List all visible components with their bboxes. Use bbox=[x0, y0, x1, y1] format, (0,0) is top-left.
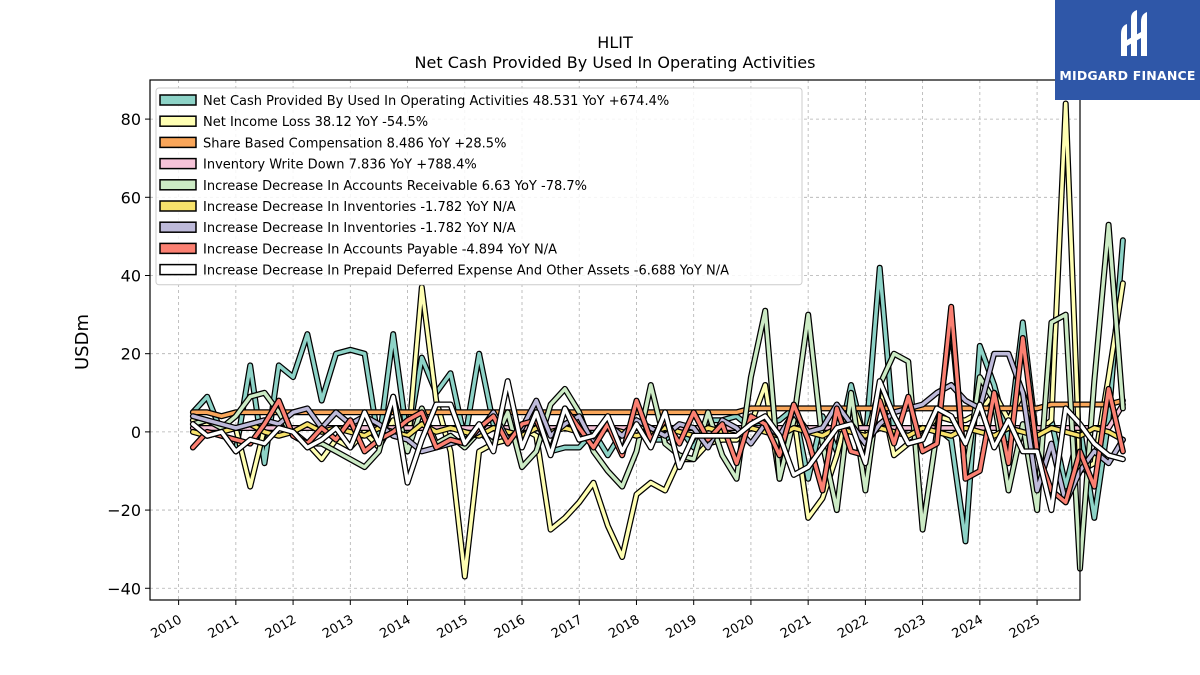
x-tick-label: 2023 bbox=[892, 612, 928, 642]
x-tick-label: 2019 bbox=[664, 612, 700, 642]
legend: Net Cash Provided By Used In Operating A… bbox=[155, 87, 803, 286]
x-tick-label: 2013 bbox=[320, 612, 356, 642]
legend-swatch bbox=[159, 263, 197, 276]
legend-swatch bbox=[159, 179, 197, 191]
legend-label: Net Cash Provided By Used In Operating A… bbox=[203, 94, 669, 109]
legend-swatch bbox=[159, 136, 197, 149]
legend-label: Increase Decrease In Accounts Payable -4… bbox=[203, 242, 557, 257]
y-tick-label: 0 bbox=[131, 423, 141, 442]
series-stroke bbox=[191, 238, 1125, 544]
y-tick-label: 60 bbox=[121, 188, 141, 207]
chart-title: HLIT bbox=[597, 33, 633, 52]
brand-logo: MIDGARD FINANCE bbox=[1055, 0, 1200, 100]
logo-text: MIDGARD FINANCE bbox=[1059, 68, 1196, 83]
legend-box bbox=[155, 87, 803, 286]
x-tick-label: 2012 bbox=[263, 612, 299, 642]
x-tick-label: 2022 bbox=[835, 612, 871, 642]
legend-label: Increase Decrease In Accounts Receivable… bbox=[203, 179, 587, 194]
series-stroke bbox=[191, 222, 1125, 571]
legend-swatch bbox=[159, 200, 197, 212]
series-stroke bbox=[191, 379, 1125, 512]
y-tick-label: −40 bbox=[107, 579, 141, 598]
series-line bbox=[189, 221, 1126, 572]
chart-subtitle: Net Cash Provided By Used In Operating A… bbox=[415, 53, 816, 72]
legend-swatch bbox=[159, 115, 197, 127]
y-tick-label: 20 bbox=[121, 345, 141, 364]
series-line bbox=[189, 237, 1126, 545]
legend-swatch bbox=[159, 221, 197, 233]
x-tick-label: 2017 bbox=[549, 612, 585, 642]
x-axis-ticks: 2010 2011 2012 2013 2014 2015 2016 2017 2018 2019… bbox=[148, 600, 1043, 642]
midgard-logo-icon bbox=[1121, 10, 1147, 56]
legend-swatch bbox=[159, 157, 197, 170]
y-tick-label: −20 bbox=[107, 501, 141, 520]
series-line bbox=[189, 378, 1126, 514]
legend-swatch bbox=[159, 94, 197, 106]
x-tick-label: 2021 bbox=[778, 612, 814, 642]
legend-label: Increase Decrease In Inventories -1.782 … bbox=[203, 200, 516, 215]
legend-label: Increase Decrease In Prepaid Deferred Ex… bbox=[203, 264, 729, 279]
y-tick-label: 40 bbox=[121, 266, 141, 285]
legend-label: Increase Decrease In Inventories -1.782 … bbox=[203, 221, 516, 236]
x-tick-label: 2020 bbox=[721, 612, 757, 642]
x-tick-label: 2014 bbox=[377, 612, 413, 642]
legend-label: Share Based Compensation 8.486 YoY +28.5… bbox=[203, 136, 506, 151]
y-axis-ticks: −40 −20 0 20 40 60 80 bbox=[107, 110, 150, 598]
y-axis-label: USDm bbox=[72, 314, 93, 370]
x-tick-label: 2024 bbox=[950, 612, 986, 642]
x-tick-label: 2011 bbox=[206, 612, 242, 642]
x-tick-label: 2015 bbox=[435, 612, 471, 642]
legend-swatch bbox=[159, 242, 197, 255]
x-tick-label: 2016 bbox=[492, 612, 528, 642]
plot-frame bbox=[149, 79, 1081, 601]
legend-label: Inventory Write Down 7.836 YoY +788.4% bbox=[203, 158, 477, 173]
x-tick-label: 2025 bbox=[1007, 612, 1043, 642]
legend-label: Net Income Loss 38.12 YoY -54.5% bbox=[203, 115, 428, 130]
x-tick-label: 2018 bbox=[606, 612, 642, 642]
x-tick-label: 2010 bbox=[148, 612, 184, 642]
series-lines bbox=[189, 100, 1126, 580]
y-tick-label: 80 bbox=[121, 110, 141, 129]
